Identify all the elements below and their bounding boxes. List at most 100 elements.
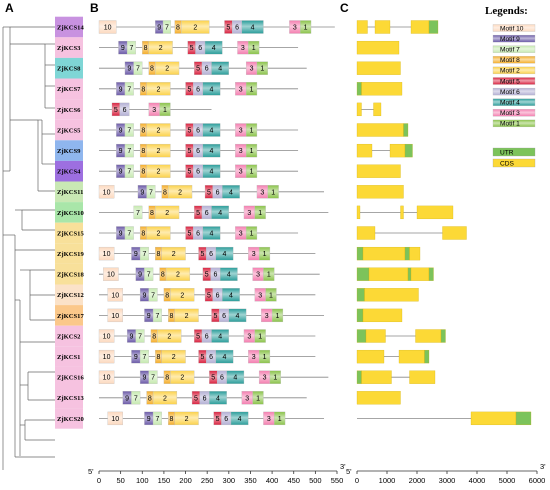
motif-number: 2 [185,313,189,320]
motif-number: 7 [147,272,151,279]
motif-10-box [98,20,117,34]
motif-number: 1 [263,251,267,258]
utr-block [356,288,365,302]
motif-number: 10 [103,375,111,382]
motif-10-box [107,308,123,323]
motif-number: 6 [216,292,220,299]
motif-number: 3 [247,210,251,217]
motif-number: 7 [130,45,134,52]
motif-number: 7 [165,25,169,32]
motif-number: 5 [205,272,209,279]
motif-number: 9 [119,231,123,238]
motif-number: 3 [239,169,243,176]
motif-4-box [209,391,227,405]
motif-number: 1 [304,25,308,32]
motif-1-box [269,370,281,384]
motif-4-box [211,329,229,343]
motif-number: 5 [196,210,200,217]
gene-label-bg [55,222,83,244]
motif-number: 3 [239,231,243,238]
gene-label: ZjKCS18 [57,272,84,279]
gene-label: ZjKCS10 [57,210,84,217]
motif-panel: 10 9 7 8 2 5 6 4 3 19 7 8 2 5 6 4 3 19 7 8 2 5 6 4 3 19 7 8 2 5 6 4 3 15 6… [88,20,346,485]
motif-1-box [254,205,266,220]
motif-2-box [146,82,171,96]
cds-block [410,267,430,281]
legend-swatch-motif-2 [492,66,536,75]
gene-label-bg [55,160,83,182]
motif-7-box [124,82,134,96]
motif-1-box [252,391,264,405]
motif-number: 9 [140,189,144,196]
cds-block [368,267,409,281]
motif-axis-tick-label: 50 [116,476,124,485]
motif-number: 8 [152,334,156,341]
motif-number: 1 [258,210,262,217]
motif-7-box [139,246,149,261]
motif-number: 10 [107,272,115,279]
motif-axis-tick-label: 350 [244,476,257,485]
motif-axis-tick-label: 150 [158,476,171,485]
motif-4-box [230,411,249,426]
motif-number: 2 [159,45,163,52]
structure-axis-tick-label: 0 [355,476,359,485]
motif-2-box [170,288,195,302]
motif-number: 10 [111,292,119,299]
utr-block [407,267,412,281]
cds-block [400,205,404,220]
motif-axis-tick-label: 200 [179,476,192,485]
motif-number: 2 [178,189,182,196]
motif-number: 7 [127,86,131,93]
phylogenetic-tree [2,26,55,470]
motif-number: 3 [258,292,262,299]
motif-number: 8 [141,128,145,135]
gene-label-bg [55,99,83,120]
motif-axis-tick-label: 100 [136,476,149,485]
cds-block [374,20,391,34]
motif-axis-tick-label: 0 [97,476,101,485]
motif-number: 2 [157,231,161,238]
legend-label: CDS [500,160,515,167]
motif-number: 6 [209,251,213,258]
cds-block [356,391,401,405]
motif-1-box [254,329,266,343]
legend-title: Legends: [485,5,528,17]
motif-number: 2 [165,66,169,73]
motif-axis-3prime: 3' [340,462,346,471]
legend-label: Motif 3 [500,110,520,117]
motif-number: 5 [187,148,191,155]
motif-number: 2 [180,292,184,299]
legend-swatch-motif-10 [492,24,536,32]
cds-block [356,102,362,117]
motif-number: 6 [123,107,127,114]
motif-number: 2 [157,128,161,135]
gene-label-bg [55,57,83,79]
gene-label-bg [55,387,83,409]
legend-label: UTR [500,149,514,156]
motif-1-box [245,123,258,137]
motif-number: 6 [220,375,224,382]
motif-number: 5 [200,354,204,361]
motif-number: 2 [185,416,189,423]
cds-block [470,411,517,426]
cds-block [398,349,425,364]
motif-number: 8 [176,25,180,32]
motif-number: 6 [205,66,209,73]
motif-2-box [148,40,173,55]
motif-1-box [271,308,284,323]
cds-block [415,329,442,343]
legend-swatch-motif-1 [492,119,536,128]
motif-2-box [146,123,171,137]
motif-number: 3 [250,66,254,73]
motif-number: 5 [187,231,191,238]
gene-label-bg [55,140,83,161]
motif-number: 9 [147,313,151,320]
utr-block [356,308,364,323]
motif-2-box [174,308,199,323]
motif-2-box [155,61,180,75]
utr-block [356,329,367,343]
motif-number: 3 [239,86,243,93]
motif-number: 3 [239,128,243,135]
motif-6-box [119,102,130,117]
motif-2-box [168,185,193,199]
